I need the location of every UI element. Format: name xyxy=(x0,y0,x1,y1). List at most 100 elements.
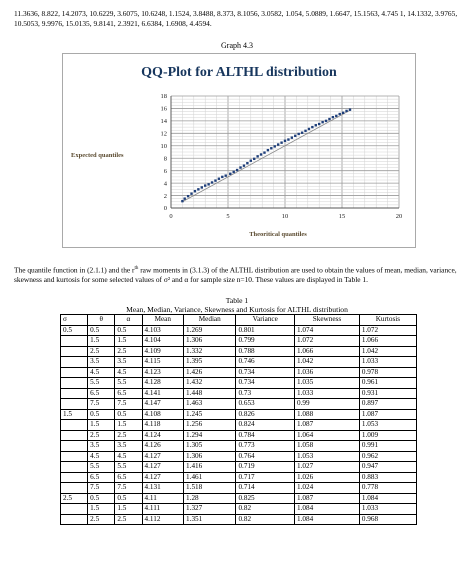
table-cell xyxy=(59,429,89,441)
table-cell: 1.033 xyxy=(358,503,418,515)
table-cell: 0.784 xyxy=(235,429,296,441)
table-cell: 2.5 xyxy=(114,429,143,441)
table-cell: 1.432 xyxy=(183,377,237,389)
table-cell: 1.087 xyxy=(358,408,418,420)
table-cell: 4.103 xyxy=(141,324,185,336)
table-cell: 1.5 xyxy=(114,503,143,515)
data-point xyxy=(221,175,224,179)
table-cell: 1.448 xyxy=(183,387,237,399)
table-cell: 1.084 xyxy=(358,492,418,504)
table-cell: 0.931 xyxy=(358,387,418,399)
table-cell: 1.327 xyxy=(183,503,237,515)
table-row: 1.5 1.5 4.104 1.306 0.799 1.072 1.066 xyxy=(59,335,418,347)
table-cell: 0.719 xyxy=(235,461,296,473)
trend-layer xyxy=(182,109,352,203)
table-cell: 4.11 xyxy=(141,492,185,504)
data-point xyxy=(287,138,290,141)
table-cell: 5.5 xyxy=(114,461,143,473)
data-point xyxy=(239,166,242,169)
table-cell: 2.5 xyxy=(59,492,89,504)
data-point xyxy=(224,174,227,177)
data-point xyxy=(283,139,287,142)
plot-grid xyxy=(170,95,400,209)
qq-plot-figure: QQ-Plot for ALTHL distribution Expected … xyxy=(62,53,416,248)
table-cell: 1.084 xyxy=(294,503,360,515)
table-cell: 2.5 xyxy=(87,429,116,441)
table-cell: 1.033 xyxy=(358,356,418,368)
table-cell: 3.5 xyxy=(114,356,143,368)
data-point xyxy=(263,151,266,154)
table-cell xyxy=(59,471,89,483)
table-cell: 2.5 xyxy=(114,513,143,525)
table-row: 2.5 2.5 4.124 1.294 0.784 1.064 1.009 xyxy=(59,429,418,441)
table-cell: 1.5 xyxy=(87,335,116,347)
table-row: 5.5 5.5 4.128 1.432 0.734 1.035 0.961 xyxy=(59,377,418,389)
table-cell: 0.5 xyxy=(87,324,116,336)
data-point xyxy=(193,190,197,193)
table-cell: 0.734 xyxy=(235,377,296,389)
table-cell xyxy=(59,335,89,347)
table-cell: 0.717 xyxy=(235,471,296,483)
data-point xyxy=(341,111,345,114)
data-point xyxy=(232,170,235,174)
table-cell: 6.5 xyxy=(114,471,143,483)
data-point xyxy=(280,141,283,144)
table-cell: 0.5 xyxy=(59,324,89,336)
table-row: 7.5 7.5 4.147 1.463 0.653 0.99 0.897 xyxy=(59,398,418,410)
y-tick-label: 12 xyxy=(161,131,168,138)
table-cell: 5.5 xyxy=(114,377,143,389)
table-cell: 1.5 xyxy=(87,503,116,515)
table-cell: 2.5 xyxy=(87,345,116,357)
table-cell: 1.28 xyxy=(183,492,237,504)
data-point xyxy=(204,184,207,187)
table-cell: 0.5 xyxy=(114,492,143,504)
table-cell: 1.058 xyxy=(294,440,360,452)
table-cell: 1.035 xyxy=(294,377,360,389)
table-cell: 1.416 xyxy=(183,461,237,473)
data-point xyxy=(273,145,276,148)
table-cell: 7.5 xyxy=(87,398,116,410)
table-cell: 1.463 xyxy=(183,398,237,410)
data-point xyxy=(242,164,246,167)
data-point xyxy=(297,132,300,136)
table-cell: 6.5 xyxy=(87,471,116,483)
table-cell: 4.127 xyxy=(141,450,185,462)
table-cell: 4.131 xyxy=(141,482,185,494)
table-cell: 0.734 xyxy=(235,366,296,378)
table-cell: 0.961 xyxy=(358,377,418,389)
table-row: 6.5 6.5 4.127 1.461 0.717 1.026 0.883 xyxy=(59,471,418,483)
table-cell xyxy=(59,366,89,378)
table-cell: 7.5 xyxy=(87,482,116,494)
table-cell: 1.042 xyxy=(358,345,418,357)
data-point xyxy=(331,115,335,119)
table-row: 3.5 3.5 4.115 1.395 0.746 1.042 1.033 xyxy=(59,356,418,368)
table-cell: 0.962 xyxy=(358,450,418,462)
table-cell: 1.087 xyxy=(294,419,360,431)
table-cell: 1.294 xyxy=(183,429,237,441)
data-point xyxy=(249,159,252,162)
table-caption-title: Table 1 xyxy=(225,296,249,305)
data-point xyxy=(259,153,263,156)
x-tick-label: 5 xyxy=(226,213,229,220)
table-cell: 1.306 xyxy=(183,335,237,347)
y-tick-label: 0 xyxy=(164,205,167,212)
table-cell: 1.053 xyxy=(358,419,418,431)
data-point xyxy=(345,109,348,113)
table-cell: 0.746 xyxy=(235,356,296,368)
table-row: 1.5 1.5 4.111 1.327 0.82 1.084 1.033 xyxy=(59,503,418,515)
table-cell: 1.518 xyxy=(183,482,237,494)
data-point xyxy=(207,183,210,186)
table-cell: 0.788 xyxy=(235,345,296,357)
table-cell xyxy=(59,440,89,452)
table-cell: 1.066 xyxy=(294,345,360,357)
table-cell: 0.73 xyxy=(235,387,296,399)
data-point xyxy=(253,157,256,161)
table-header-cell: Mean xyxy=(141,314,185,326)
table-cell: 2.5 xyxy=(87,513,116,525)
x-tick-label: 20 xyxy=(396,213,403,220)
table-cell: 0.5 xyxy=(87,408,116,420)
table-cell: 0.653 xyxy=(235,398,296,410)
table-row: 2.5 2.5 4.112 1.351 0.82 1.084 0.968 xyxy=(59,513,418,525)
table-cell: 1.084 xyxy=(294,513,360,525)
table-cell: 4.128 xyxy=(141,377,185,389)
